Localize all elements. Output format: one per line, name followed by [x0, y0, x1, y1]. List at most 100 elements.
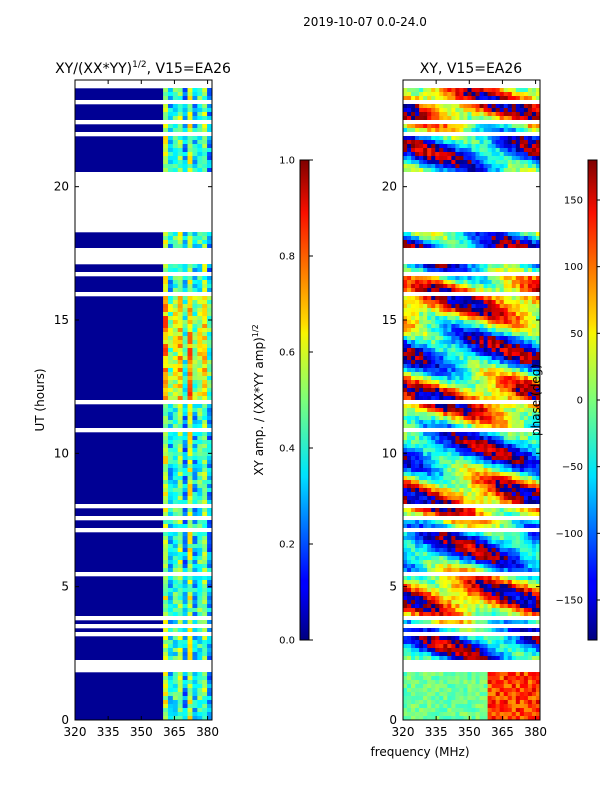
heatmap-cell — [499, 164, 505, 169]
heatmap-cell — [447, 316, 452, 321]
heatmap-cell — [479, 520, 484, 525]
heatmap-cell — [427, 324, 432, 329]
flagged-row — [75, 572, 212, 577]
heatmap-cell — [427, 392, 432, 397]
heatmap-cell — [535, 316, 540, 321]
heatmap-cell — [495, 592, 501, 597]
heatmap-cell — [463, 564, 468, 569]
heatmap-cell — [197, 284, 203, 289]
heatmap-cell — [523, 164, 529, 169]
heatmap-cell — [531, 348, 537, 353]
heatmap-cell — [475, 304, 480, 309]
heatmap-cell — [411, 508, 416, 513]
heatmap-cell — [207, 700, 212, 705]
heatmap-cell — [167, 568, 174, 573]
heatmap-cell — [407, 364, 412, 369]
heatmap-cell — [483, 328, 488, 333]
heatmap-cell — [423, 552, 428, 557]
heatmap-cell — [427, 364, 432, 369]
flagged-row — [75, 252, 212, 257]
heatmap-cell — [163, 488, 169, 493]
heatmap-cell — [187, 324, 193, 329]
heatmap-cell — [167, 380, 174, 385]
heatmap-cell — [167, 340, 174, 345]
heatmap-cell — [483, 424, 488, 429]
heatmap-cell — [403, 540, 408, 545]
heatmap-cell — [182, 544, 188, 549]
heatmap-cell — [415, 396, 420, 401]
heatmap-cell — [503, 392, 509, 397]
heatmap-cell — [207, 552, 212, 557]
heatmap-cell — [187, 284, 193, 289]
heatmap-cell — [187, 656, 193, 661]
heatmap-cell — [519, 472, 525, 477]
heatmap-cell — [455, 160, 460, 165]
heatmap-cell — [172, 396, 179, 401]
heatmap-cell — [483, 548, 488, 553]
heatmap-cell — [523, 240, 529, 245]
heatmap-cell — [491, 112, 496, 117]
heatmap-cell — [172, 372, 179, 377]
heatmap-cell — [419, 548, 424, 553]
heatmap-cell — [471, 384, 476, 389]
heatmap-cell — [447, 280, 452, 285]
heatmap-cell — [451, 644, 456, 649]
heatmap-cell — [483, 492, 488, 497]
heatmap-cell — [207, 460, 212, 465]
heatmap-cell — [192, 236, 198, 241]
heatmap-cell — [535, 604, 540, 609]
heatmap-cell — [172, 160, 179, 165]
heatmap-cell — [499, 468, 505, 473]
heatmap-cell — [515, 140, 521, 145]
heatmap-cell — [451, 236, 456, 241]
heatmap-cell — [503, 96, 509, 101]
heatmap-cell — [407, 552, 412, 557]
heatmap-cell — [431, 156, 436, 161]
heatmap-cell — [491, 280, 496, 285]
heatmap-cell — [483, 392, 488, 397]
heatmap-cell — [415, 432, 420, 437]
heatmap-cell — [163, 316, 169, 321]
heatmap-cell — [483, 156, 488, 161]
heatmap-cell — [415, 288, 420, 293]
heatmap-cell — [527, 280, 533, 285]
heatmap-cell — [523, 444, 529, 449]
heatmap-cell — [515, 136, 521, 141]
heatmap-cell — [439, 324, 444, 329]
heatmap-cell — [177, 296, 183, 301]
heatmap-cell — [431, 320, 436, 325]
heatmap-cell — [475, 600, 480, 605]
heatmap-cell — [431, 560, 436, 565]
heatmap-cell — [427, 408, 432, 413]
heatmap-cell — [503, 328, 509, 333]
heatmap-cell — [511, 128, 517, 133]
heatmap-cell — [531, 548, 537, 553]
heatmap-cell — [527, 636, 533, 641]
heatmap-cell — [483, 464, 488, 469]
heatmap-cell — [419, 520, 424, 525]
heatmap-cell — [507, 472, 513, 477]
heatmap-cell — [447, 432, 452, 437]
heatmap-cell — [503, 492, 509, 497]
heatmap-cell — [163, 164, 169, 169]
heatmap-cell — [499, 316, 505, 321]
heatmap-cell — [419, 268, 424, 273]
heatmap-cell — [403, 432, 408, 437]
heatmap-cell — [471, 544, 476, 549]
heatmap-cell — [192, 608, 198, 613]
heatmap-cell — [479, 452, 484, 457]
heatmap-cell — [531, 444, 537, 449]
heatmap-cell — [515, 244, 521, 249]
heatmap-cell — [523, 512, 529, 517]
heatmap-cell — [479, 592, 484, 597]
heatmap-cell — [495, 440, 501, 445]
heatmap-cell — [491, 416, 496, 421]
heatmap-cell — [443, 328, 448, 333]
heatmap-cell — [439, 404, 444, 409]
heatmap-cell — [403, 448, 408, 453]
heatmap-cell — [411, 636, 416, 641]
heatmap-cell — [431, 588, 436, 593]
heatmap-cell — [435, 376, 440, 381]
heatmap-cell — [507, 148, 513, 153]
heatmap-cell — [407, 316, 412, 321]
